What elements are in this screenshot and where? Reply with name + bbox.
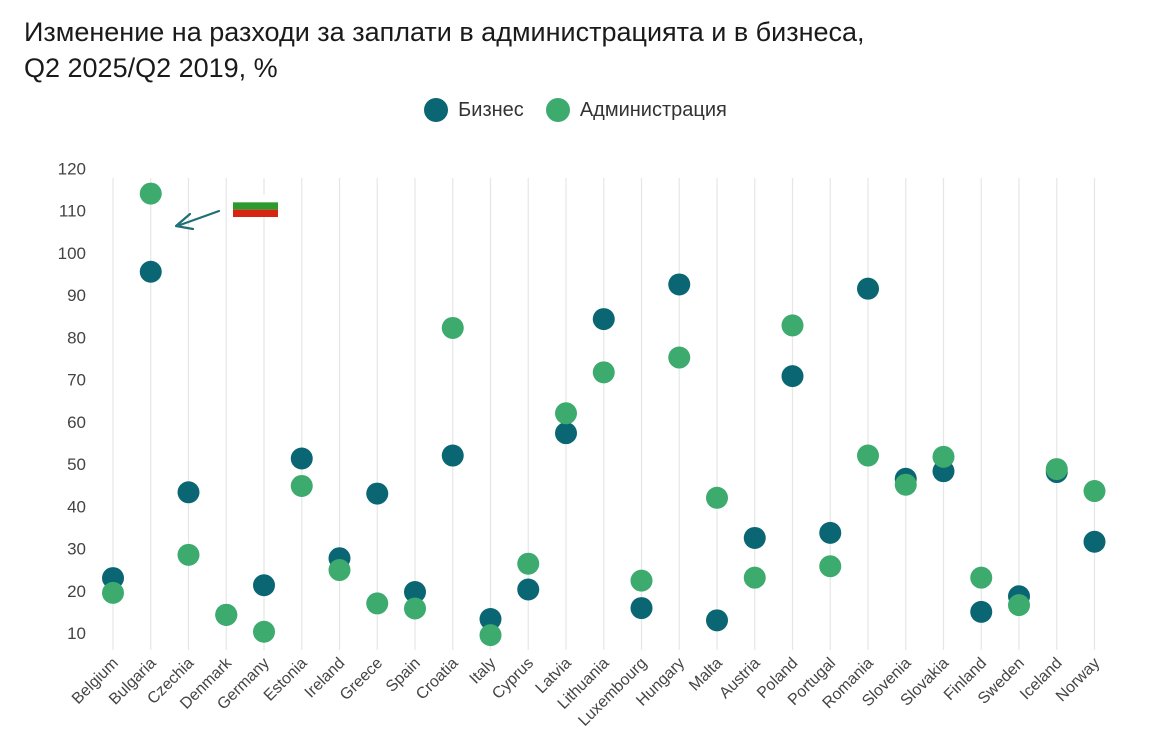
point-administration-greece[interactable] bbox=[366, 592, 389, 615]
x-axis-labels: BelgiumBulgariaCzechiaDenmarkGermanyEsto… bbox=[69, 654, 1103, 730]
point-administration-poland[interactable] bbox=[781, 314, 804, 337]
y-tick-label-70: 70 bbox=[67, 371, 86, 390]
point-business-croatia[interactable] bbox=[441, 444, 464, 467]
flag-stripe-green bbox=[233, 202, 278, 210]
x-tick-label-estonia: Estonia bbox=[261, 655, 311, 705]
y-axis-ticks: 10 20 30 40 50 60 70 80 90 100 110 120 bbox=[58, 159, 86, 643]
legend: Бизнес Администрация bbox=[0, 98, 1151, 122]
point-administration-denmark[interactable] bbox=[215, 603, 238, 626]
point-administration-iceland[interactable] bbox=[1045, 458, 1068, 481]
legend-label-business: Бизнес bbox=[458, 98, 524, 121]
point-business-lithuania[interactable] bbox=[592, 308, 615, 331]
point-administration-belgium[interactable] bbox=[102, 581, 124, 604]
data-points bbox=[102, 182, 1106, 647]
point-administration-sweden[interactable] bbox=[1008, 594, 1030, 617]
point-business-hungary[interactable] bbox=[668, 273, 691, 296]
point-administration-norway[interactable] bbox=[1083, 480, 1106, 503]
point-administration-finland[interactable] bbox=[970, 566, 993, 589]
point-administration-austria[interactable] bbox=[743, 566, 766, 589]
point-administration-hungary[interactable] bbox=[668, 346, 691, 369]
annotation bbox=[174, 195, 278, 231]
y-tick-label-110: 110 bbox=[59, 202, 86, 221]
point-business-cyprus[interactable] bbox=[517, 578, 540, 601]
point-administration-romania[interactable] bbox=[857, 444, 879, 467]
y-tick-label-40: 40 bbox=[67, 497, 86, 516]
point-administration-ireland[interactable] bbox=[328, 559, 351, 582]
y-tick-label-10: 10 bbox=[67, 624, 86, 643]
y-tick-label-90: 90 bbox=[67, 286, 86, 305]
legend-dot-administration bbox=[545, 98, 570, 122]
point-business-latvia[interactable] bbox=[555, 422, 577, 445]
point-business-germany[interactable] bbox=[253, 574, 275, 597]
point-business-malta[interactable] bbox=[706, 609, 728, 632]
point-administration-italy[interactable] bbox=[479, 624, 502, 647]
point-administration-latvia[interactable] bbox=[555, 402, 577, 425]
point-administration-cyprus[interactable] bbox=[517, 552, 540, 575]
point-business-spain[interactable] bbox=[404, 581, 426, 604]
point-administration-czechia[interactable] bbox=[177, 543, 200, 566]
y-tick-label-60: 60 bbox=[67, 413, 86, 432]
x-tick-label-austria: Austria bbox=[716, 655, 763, 702]
point-business-finland[interactable] bbox=[970, 600, 993, 623]
point-administration-bulgaria[interactable] bbox=[139, 182, 162, 205]
chart-title-line1: Изменение на разходи за заплати в админи… bbox=[24, 17, 865, 47]
y-tick-label-80: 80 bbox=[67, 328, 86, 347]
point-business-bulgaria[interactable] bbox=[139, 260, 162, 283]
x-tick-label-italy: Italy bbox=[467, 655, 500, 688]
point-business-austria[interactable] bbox=[743, 526, 766, 549]
y-tick-label-20: 20 bbox=[67, 582, 86, 601]
arrow-head-icon bbox=[174, 212, 195, 231]
legend-label-administration: Администрация bbox=[579, 98, 727, 121]
legend-dot-business bbox=[424, 98, 449, 122]
point-business-estonia[interactable] bbox=[290, 447, 313, 470]
gridlines bbox=[112, 178, 1096, 650]
chart-title-line2: Q2 2025/Q2 2019, % bbox=[24, 53, 278, 83]
point-administration-spain[interactable] bbox=[404, 597, 426, 620]
y-tick-label-30: 30 bbox=[67, 540, 86, 559]
flag-stripe-red bbox=[233, 209, 278, 217]
point-administration-estonia[interactable] bbox=[290, 474, 313, 497]
x-tick-label-cyprus: Cyprus bbox=[489, 655, 537, 703]
legend-item-business[interactable]: Бизнес bbox=[424, 98, 524, 122]
y-tick-label-120: 120 bbox=[58, 159, 86, 178]
point-administration-luxembourg[interactable] bbox=[630, 569, 653, 592]
y-tick-label-100: 100 bbox=[58, 244, 86, 263]
point-administration-portugal[interactable] bbox=[819, 555, 842, 578]
point-business-czechia[interactable] bbox=[177, 481, 200, 504]
point-administration-croatia[interactable] bbox=[441, 316, 464, 339]
y-tick-label-50: 50 bbox=[67, 455, 86, 474]
chart-title: Изменение на разходи за заплати в админи… bbox=[24, 14, 865, 86]
x-tick-label-greece: Greece bbox=[337, 655, 386, 704]
point-administration-malta[interactable] bbox=[706, 486, 728, 509]
arrow-line bbox=[178, 209, 221, 227]
point-business-portugal[interactable] bbox=[819, 521, 842, 544]
point-business-norway[interactable] bbox=[1083, 530, 1106, 553]
point-administration-slovenia[interactable] bbox=[894, 473, 917, 496]
point-business-luxembourg[interactable] bbox=[630, 597, 653, 620]
point-administration-slovakia[interactable] bbox=[932, 445, 955, 468]
legend-item-administration[interactable]: Администрация bbox=[545, 98, 727, 122]
bulgarian-flag-icon bbox=[233, 195, 278, 203]
point-business-italy[interactable] bbox=[479, 608, 502, 631]
point-administration-germany[interactable] bbox=[253, 620, 275, 643]
point-administration-lithuania[interactable] bbox=[592, 361, 615, 384]
point-business-romania[interactable] bbox=[857, 277, 879, 300]
point-business-poland[interactable] bbox=[781, 365, 804, 388]
point-business-greece[interactable] bbox=[366, 482, 389, 505]
x-tick-label-croatia: Croatia bbox=[413, 655, 462, 704]
